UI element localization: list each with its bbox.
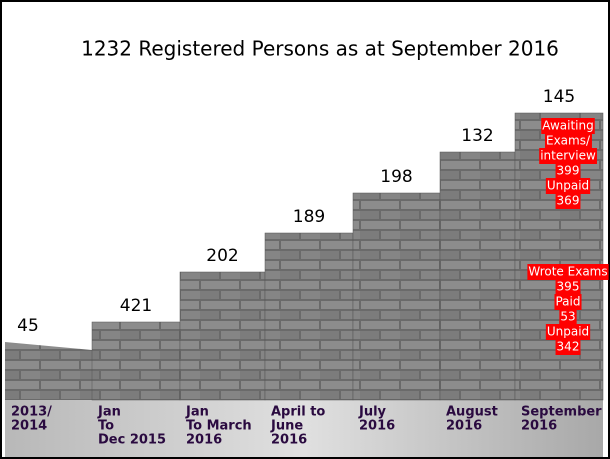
period-label: 2013/ — [11, 405, 52, 420]
note-text: Wrote Exams — [528, 265, 607, 279]
period-label: To — [98, 419, 114, 434]
note-text: 53 — [560, 310, 575, 324]
note-text: Awaiting — [542, 119, 594, 133]
step-value: 421 — [120, 296, 152, 316]
note-text: 395 — [557, 280, 580, 294]
step-value: 189 — [293, 207, 325, 227]
note-text: 369 — [557, 194, 580, 208]
title: 1232 Registered Persons as at September … — [81, 37, 559, 61]
period-label: July — [358, 405, 387, 420]
period-label: 2014 — [11, 419, 47, 434]
period-label: Jan — [97, 405, 121, 420]
period-label: 2016 — [521, 419, 557, 434]
brick-step — [5, 342, 92, 400]
period-label: 2016 — [446, 419, 482, 434]
note-text: Unpaid — [547, 325, 589, 339]
step-value: 145 — [543, 87, 575, 107]
brick-step — [265, 233, 353, 400]
note-text: Paid — [555, 295, 580, 309]
step-value: 198 — [380, 167, 412, 187]
step-value: 45 — [17, 316, 39, 336]
note-text: 342 — [557, 340, 580, 354]
period-label: Jan — [185, 405, 209, 420]
period-label: Dec 2015 — [98, 433, 166, 448]
period-label: April to — [271, 405, 325, 420]
note-text: 399 — [557, 164, 580, 178]
step-value: 132 — [461, 126, 493, 146]
brick-step — [440, 152, 515, 400]
period-label: September — [521, 405, 602, 420]
step-value: 202 — [206, 246, 238, 266]
period-label: To March — [186, 419, 252, 434]
period-label: 2016 — [186, 433, 222, 448]
period-label: 2016 — [271, 433, 307, 448]
note-text: Unpaid — [547, 179, 589, 193]
note-text: interview — [540, 149, 596, 163]
brick-step — [180, 272, 265, 400]
period-label: 2016 — [359, 419, 395, 434]
brick-step — [353, 193, 440, 400]
period-label: August — [446, 405, 498, 420]
slide: 1232 Registered Persons as at September … — [0, 0, 610, 459]
period-label: June — [270, 419, 303, 434]
note-text: Exams/ — [546, 134, 591, 148]
brick-step — [92, 322, 180, 400]
